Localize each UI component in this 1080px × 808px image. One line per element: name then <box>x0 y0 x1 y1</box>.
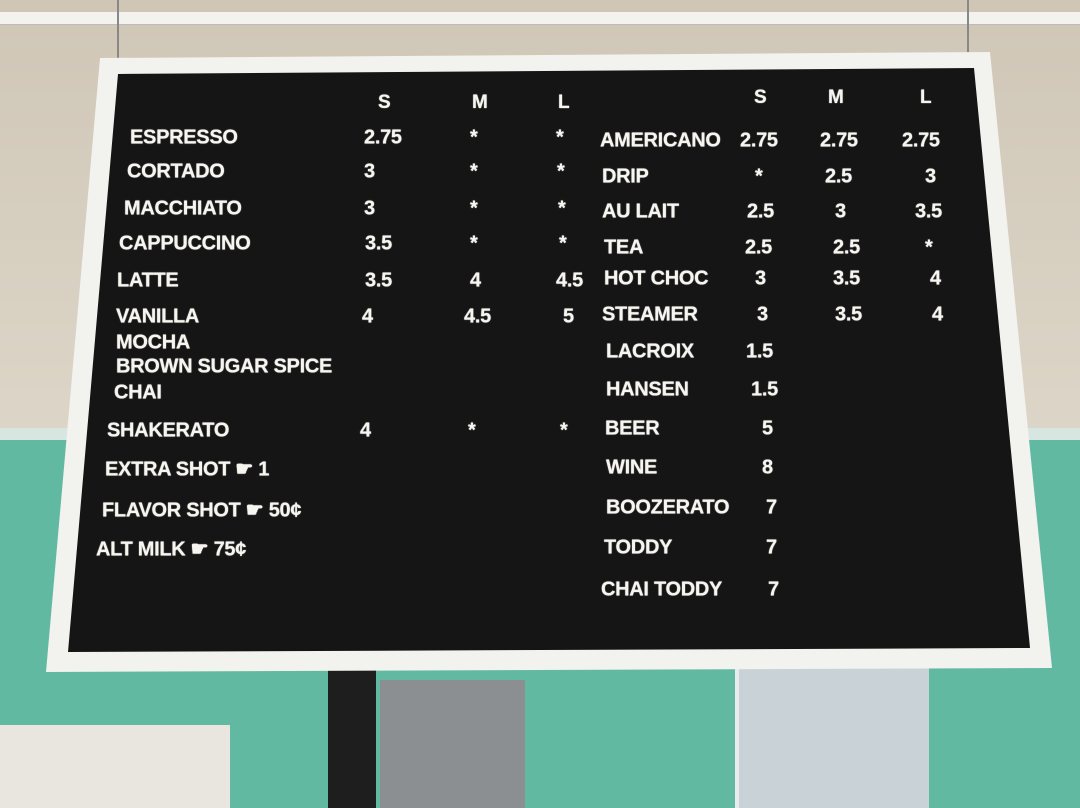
menu-item-price-s: * <box>755 165 763 188</box>
menu-item-price-s: 3 <box>755 267 766 290</box>
menu-item-price-l: * <box>559 232 567 255</box>
menu-item-price-s: 7 <box>768 578 779 601</box>
menu-item-price-s: 7 <box>766 496 777 519</box>
menu-item-price-l: * <box>560 419 568 442</box>
size-header: M <box>828 87 844 108</box>
menu-item-price-s: 2.75 <box>364 126 402 149</box>
menu-item-price-s: 4 <box>362 305 373 328</box>
menu-item-price-m: 4.5 <box>464 305 491 328</box>
size-header: S <box>754 87 767 108</box>
menu-item-price-l: 3 <box>925 165 936 188</box>
menu-item-name: AMERICANO <box>600 129 721 152</box>
menu-item-name: CAPPUCCINO <box>119 232 251 255</box>
menu-item-price-s: 3 <box>364 160 375 183</box>
menu-item-price-s: 2.5 <box>745 236 772 259</box>
menu-item-name: EXTRA SHOT ☛ 1 <box>105 458 270 481</box>
menu-item-price-m: * <box>468 419 476 442</box>
menu-item-price-m: * <box>470 197 478 220</box>
menu-item-price-l: 4.5 <box>556 269 583 292</box>
menu-item-name: AU LAIT <box>602 200 679 223</box>
menu-item-price-l: 3.5 <box>915 200 942 223</box>
menu-item-price-s: 3.5 <box>365 232 392 255</box>
door <box>735 668 929 808</box>
menu-item-price-l: 4 <box>932 303 943 326</box>
menu-item-price-s: 8 <box>762 456 773 479</box>
menu-item-price-m: 3.5 <box>833 267 860 290</box>
menu-item-name: TODDY <box>604 536 673 559</box>
menu-item-name: HANSEN <box>606 378 689 401</box>
menu-item-name: MACCHIATO <box>124 197 242 220</box>
menu-item-price-s: 2.5 <box>747 200 774 223</box>
size-header: L <box>920 87 932 108</box>
menu-item-price-s: 7 <box>766 536 777 559</box>
menu-item-name: TEA <box>604 236 644 259</box>
menu-item-name: CORTADO <box>127 160 225 183</box>
menu-item-price-s: 3 <box>757 303 768 326</box>
menu-item-price-m: 4 <box>470 269 481 292</box>
menu-item-price-s: 2.75 <box>740 129 778 152</box>
menu-item-name: BROWN SUGAR SPICE <box>116 355 333 378</box>
menu-item-price-s: 3 <box>364 197 375 220</box>
menu-item-name: CHAI <box>114 381 162 404</box>
size-header: L <box>558 92 570 113</box>
menu-item-price-m: 3.5 <box>835 303 862 326</box>
menu-item-price-l: * <box>558 197 566 220</box>
menu-item-price-s: 1.5 <box>746 340 773 363</box>
coffee-brewer <box>380 680 525 808</box>
size-header: S <box>378 92 391 113</box>
menu-item-price-l: * <box>925 236 933 259</box>
menu-item-price-m: 2.5 <box>825 165 852 188</box>
menu-item-name: MOCHA <box>116 331 191 354</box>
menu-item-name: LACROIX <box>606 340 694 363</box>
menu-item-name: WINE <box>606 456 658 479</box>
menu-item-name: ESPRESSO <box>130 126 238 149</box>
menu-item-price-s: 4 <box>360 419 371 442</box>
menu-item-name: BEER <box>605 417 660 440</box>
menu-item-price-s: 1.5 <box>751 378 778 401</box>
menu-item-price-l: 4 <box>930 267 941 290</box>
menu-item-price-l: 5 <box>563 305 574 328</box>
menu-item-price-m: 2.75 <box>820 129 858 152</box>
menu-item-name: CHAI TODDY <box>601 578 723 601</box>
menu-item-name: HOT CHOC <box>604 267 709 290</box>
menu-item-name: SHAKERATO <box>107 419 230 442</box>
menu-item-name: FLAVOR SHOT ☛ 50¢ <box>102 499 302 522</box>
menu-item-price-m: 3 <box>835 200 846 223</box>
menu-item-name: LATTE <box>117 269 179 292</box>
menu-item-price-m: * <box>470 232 478 255</box>
menu-item-price-m: 2.5 <box>833 236 860 259</box>
menu-item-price-s: 3.5 <box>365 269 392 292</box>
menu-item-price-m: * <box>470 126 478 149</box>
menu-item-name: DRIP <box>602 165 649 188</box>
menu-item-name: VANILLA <box>116 305 200 328</box>
menu-item-name: ALT MILK ☛ 75¢ <box>96 538 247 561</box>
menu-item-name: BOOZERATO <box>606 496 730 519</box>
menu-item-price-l: 2.75 <box>902 129 940 152</box>
menu-item-price-l: * <box>556 126 564 149</box>
ceiling-pipe <box>0 12 1080 25</box>
cup-shelf <box>0 725 230 808</box>
coffee-grinder <box>328 670 376 808</box>
menu-item-price-l: * <box>557 160 565 183</box>
size-header: M <box>472 92 488 113</box>
menu-item-price-s: 5 <box>762 417 773 440</box>
board-felt <box>68 68 1030 652</box>
menu-item-name: STEAMER <box>602 303 698 326</box>
menu-item-price-m: * <box>470 160 478 183</box>
